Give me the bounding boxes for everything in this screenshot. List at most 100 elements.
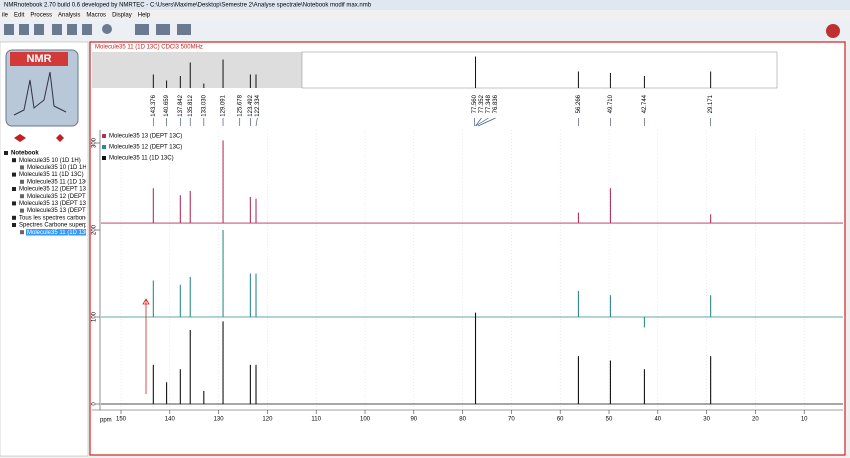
menu-item[interactable]: Edit bbox=[14, 13, 25, 19]
nav-arrows bbox=[14, 134, 64, 142]
menu-item[interactable]: Process bbox=[30, 13, 52, 19]
tree-item[interactable]: Tous les spectres carbone bbox=[19, 215, 89, 221]
x-tick-label: 20 bbox=[752, 417, 759, 423]
menu-bar: ile Edit Process Analysis Macros Display Help bbox=[2, 13, 151, 19]
arrow-icon[interactable] bbox=[14, 134, 26, 142]
peak-label-leader bbox=[475, 117, 489, 127]
legend-label: Molecule35 13 (DEPT 13C) bbox=[109, 134, 182, 140]
tool-icon[interactable] bbox=[102, 24, 112, 34]
tree-icon bbox=[12, 201, 16, 206]
overview-window bbox=[301, 51, 778, 89]
tool-icon[interactable] bbox=[67, 24, 77, 35]
legend-label: Molecule35 12 (DEPT 13C) bbox=[109, 145, 182, 151]
x-tick-label: 30 bbox=[703, 417, 710, 423]
spectrum-panel bbox=[89, 41, 846, 456]
menu-item[interactable]: ile bbox=[2, 13, 9, 19]
tool-icon[interactable] bbox=[177, 24, 191, 35]
y-tick-label: 100 bbox=[92, 311, 98, 322]
x-tick-label: 60 bbox=[557, 417, 564, 423]
logo-band bbox=[10, 52, 68, 66]
tree-item[interactable]: Molecule35 12 (DEPT 13C) bbox=[19, 187, 92, 193]
peak-label: 77.348 bbox=[486, 94, 492, 113]
tree-icon bbox=[12, 187, 16, 191]
x-tick-label: 40 bbox=[654, 417, 661, 423]
x-tick-label: 110 bbox=[311, 417, 321, 423]
x-tick-label: 90 bbox=[410, 417, 417, 423]
peak-label: 137.842 bbox=[178, 94, 184, 116]
peak-label: 77.560 bbox=[472, 94, 478, 113]
x-tick-label: 140 bbox=[165, 417, 176, 423]
menu-item[interactable]: Macros bbox=[86, 13, 106, 19]
tree-item[interactable]: Molecule35 10 (1D 1H) bbox=[27, 165, 89, 171]
menu-item[interactable]: Help bbox=[138, 13, 151, 19]
logo-text: NMR bbox=[26, 53, 51, 65]
legend-swatch bbox=[102, 134, 106, 138]
peak-label-leader bbox=[475, 117, 482, 127]
peak-label: 129.091 bbox=[221, 94, 227, 116]
tree-item[interactable]: Molecule35 13 (DEPT 13C) bbox=[27, 208, 100, 214]
tree-item[interactable]: Notebook bbox=[11, 151, 39, 157]
peak-label: 135.812 bbox=[188, 94, 194, 116]
x-tick-label: 10 bbox=[801, 417, 808, 423]
peak-label: 76.836 bbox=[493, 94, 499, 113]
menu-item[interactable]: Analysis bbox=[58, 13, 80, 19]
tool-icon[interactable] bbox=[34, 24, 44, 35]
tree-item[interactable]: Molecule35 11 (1D 13C) bbox=[27, 179, 92, 185]
tree-item[interactable]: Spectres Carbone superposes bbox=[19, 223, 100, 229]
peak-label: 56.266 bbox=[576, 94, 582, 113]
logo-book bbox=[5, 49, 79, 127]
peak-label: 123.492 bbox=[248, 94, 254, 116]
tree-icon bbox=[12, 158, 16, 163]
tree-selection bbox=[26, 229, 86, 236]
logo-spectrum bbox=[13, 71, 67, 116]
x-tick-label: 80 bbox=[459, 417, 466, 423]
tree-item[interactable]: Molecule35 11 (1D 13C) bbox=[27, 230, 92, 236]
x-axis-label: ppm bbox=[100, 418, 112, 424]
peak-label: 133.030 bbox=[201, 94, 207, 116]
legend-swatch bbox=[102, 156, 106, 160]
peak-label: 140.659 bbox=[164, 94, 170, 116]
peak-label: 122.334 bbox=[255, 94, 261, 116]
menu-item[interactable]: Display bbox=[112, 13, 132, 19]
x-tick-label: 130 bbox=[214, 417, 225, 423]
tree-icon bbox=[20, 165, 24, 170]
tree-item[interactable]: Molecule35 11 (1D 13C) bbox=[19, 172, 84, 178]
tool-icon[interactable] bbox=[4, 24, 14, 35]
y-tick-label: 300 bbox=[92, 137, 98, 148]
tool-icon[interactable] bbox=[156, 24, 170, 35]
x-tick-label: 50 bbox=[606, 417, 613, 423]
window-title: NMRnotebook 2.70 build 0.6 developed by … bbox=[4, 3, 372, 9]
tool-icon[interactable] bbox=[52, 24, 62, 35]
peak-label-leader bbox=[255, 117, 258, 127]
peak-label: 143.376 bbox=[151, 94, 157, 116]
tree-icon bbox=[20, 194, 24, 199]
tree-icon bbox=[20, 179, 24, 184]
peak-label: 125.678 bbox=[237, 94, 243, 116]
peak-label: 29.171 bbox=[708, 94, 714, 113]
tree-item[interactable]: Molecule35 12 (DEPT 13C) bbox=[27, 194, 100, 200]
arrow-icon[interactable] bbox=[56, 134, 64, 142]
tree-icon bbox=[4, 151, 8, 155]
peak-label: 77.352 bbox=[479, 94, 485, 113]
x-tick-label: 120 bbox=[262, 417, 273, 423]
tree-icon bbox=[20, 230, 24, 235]
tool-icon[interactable] bbox=[82, 24, 92, 35]
tree-item[interactable]: Molecule35 10 (1D 1H) bbox=[19, 158, 81, 164]
tool-icon[interactable] bbox=[19, 24, 29, 35]
panel-header: Molecule35 11 (1D 13C) CDCl3 500MHz bbox=[95, 45, 203, 51]
tree-item[interactable]: Molecule35 13 (DEPT 13C) bbox=[19, 201, 92, 207]
tool-icon[interactable] bbox=[135, 24, 149, 35]
brand-icon bbox=[826, 24, 840, 38]
annotation-arrow-head bbox=[142, 298, 150, 305]
peak-label-leader bbox=[477, 117, 496, 127]
tree-icon bbox=[12, 215, 16, 220]
toolbar-icons bbox=[4, 24, 840, 38]
x-tick-label: 100 bbox=[360, 417, 371, 423]
toolbar bbox=[0, 20, 850, 40]
y-tick-label: 200 bbox=[92, 224, 98, 235]
legend-label: Molecule35 11 (1D 13C) bbox=[109, 156, 174, 162]
peak-label: 49.710 bbox=[608, 94, 614, 113]
tree-icon bbox=[20, 208, 24, 213]
